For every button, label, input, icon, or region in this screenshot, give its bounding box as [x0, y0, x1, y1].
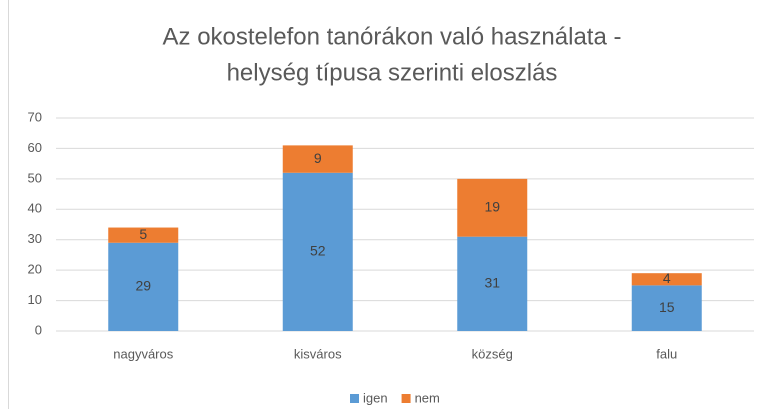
- legend-swatch: [401, 394, 411, 403]
- data-label: 19: [484, 198, 500, 214]
- y-tick-label: 60: [28, 140, 42, 155]
- y-tick-label: 50: [28, 170, 42, 185]
- data-label: 15: [659, 299, 675, 315]
- y-tick-label: 10: [28, 292, 42, 307]
- y-tick-label: 0: [35, 322, 42, 337]
- y-tick-label: 70: [28, 109, 42, 124]
- data-label: 5: [139, 226, 147, 242]
- x-tick-label: kisváros: [294, 346, 342, 361]
- chart-title: Az okostelefon tanórákon való használata…: [163, 23, 622, 50]
- legend-swatch: [350, 394, 359, 403]
- data-label: 4: [663, 270, 671, 286]
- y-tick-label: 20: [28, 262, 42, 277]
- legend-label: nem: [415, 390, 440, 405]
- data-label: 31: [484, 275, 500, 291]
- bar-segment: [282, 145, 353, 173]
- y-tick-label: 30: [28, 231, 42, 246]
- bar-segment: [631, 273, 702, 286]
- bar-segment: [108, 242, 179, 331]
- bar-segment: [457, 178, 528, 237]
- bar-segment: [282, 172, 353, 331]
- bar-segment: [457, 236, 528, 331]
- chart-title: helység típusa szerinti eloszlás: [227, 59, 558, 86]
- x-tick-label: nagyváros: [113, 346, 173, 361]
- data-label: 29: [135, 278, 151, 294]
- bar-segment: [108, 227, 179, 243]
- bar-segment: [631, 285, 702, 331]
- x-tick-label: község: [472, 346, 513, 361]
- y-tick-label: 40: [28, 201, 42, 216]
- data-label: 52: [310, 243, 326, 259]
- data-label: 9: [314, 150, 322, 166]
- legend-label: igen: [363, 390, 388, 405]
- x-tick-label: falu: [656, 346, 677, 361]
